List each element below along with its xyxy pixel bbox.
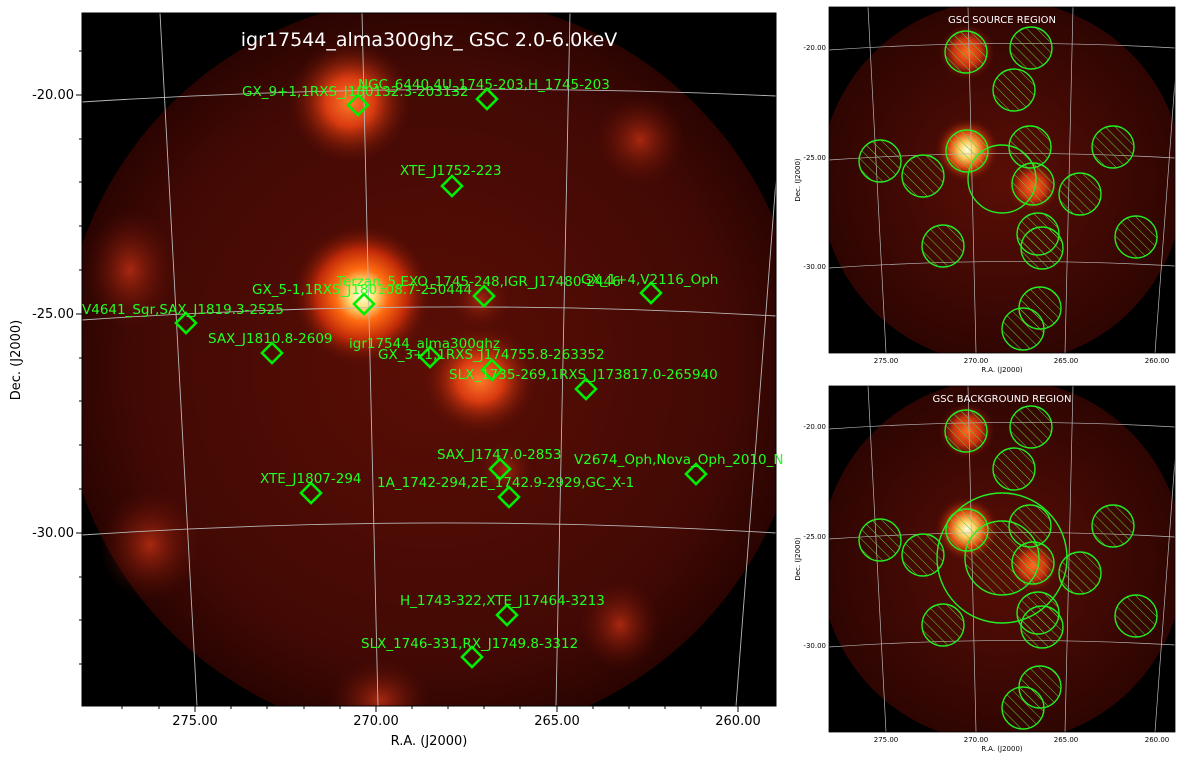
source-marker[interactable] — [346, 93, 370, 117]
x-tick-label: 260.00 — [715, 714, 761, 729]
source-label: H_1743-322,XTE_J17464-3213 — [400, 593, 605, 609]
source-label: XTE_J1807-294 — [260, 471, 362, 487]
background-region-panel: -20.00 -25.00 -30.00 275.00 270.00 265.0… — [794, 385, 1176, 753]
x-axis-label: R.A. (J2000) — [981, 366, 1023, 374]
region-circle[interactable] — [944, 30, 988, 74]
region-circle[interactable] — [1020, 226, 1064, 270]
source-marker[interactable] — [684, 462, 708, 486]
source-label: V4641_Sgr,SAX_J1819.3-2525 — [82, 302, 284, 318]
source-marker[interactable] — [488, 457, 512, 481]
region-circle[interactable] — [901, 533, 945, 577]
y-tick-label: -20.00 — [32, 88, 74, 103]
source-marker[interactable] — [480, 358, 504, 382]
region-circle[interactable] — [945, 129, 989, 173]
y-tick-label: -20.00 — [803, 423, 826, 431]
region-circle[interactable] — [1114, 215, 1158, 259]
region-circle[interactable] — [945, 508, 989, 552]
region-circle[interactable] — [1008, 504, 1052, 548]
source-label: GX_3+1,1RXS_J174755.8-263352 — [378, 347, 605, 363]
y-tick-label: -30.00 — [803, 263, 826, 271]
y-axis-label: Dec. (J2000) — [794, 158, 802, 202]
source-extraction-circle[interactable] — [967, 144, 1037, 214]
source-label: GX_5-1,1RXS_J180108.7-250444 — [252, 282, 472, 298]
x-tick-label: 270.00 — [964, 357, 989, 365]
source-marker[interactable] — [472, 284, 496, 308]
region-circle[interactable] — [1011, 541, 1055, 585]
source-marker[interactable] — [440, 174, 464, 198]
region-circle[interactable] — [1001, 307, 1045, 351]
x-tick-label: 275.00 — [874, 736, 899, 744]
region-circle[interactable] — [901, 154, 945, 198]
source-label: Terzan_5,EXO_1745-248,IGR_J17480-2446 — [336, 274, 621, 290]
source-marker[interactable] — [460, 645, 484, 669]
region-circle[interactable] — [858, 139, 902, 183]
y-axis-label: Dec. (J2000) — [9, 320, 24, 400]
y-tick-label: -25.00 — [32, 307, 74, 322]
source-label: V2674_Oph,Nova_Oph_2010_N — [574, 452, 783, 468]
region-circle[interactable] — [992, 447, 1036, 491]
source-marker[interactable] — [574, 377, 598, 401]
region-circle[interactable] — [1011, 162, 1055, 206]
region-circle[interactable] — [921, 603, 965, 647]
x-tick-label: 265.00 — [534, 714, 580, 729]
x-axis-label: R.A. (J2000) — [981, 745, 1023, 753]
region-circle[interactable] — [1091, 504, 1135, 548]
source-marker[interactable] — [260, 341, 284, 365]
x-axis-label: R.A. (J2000) — [391, 734, 468, 749]
region-circle[interactable] — [1114, 594, 1158, 638]
source-marker[interactable] — [639, 281, 663, 305]
y-tick-label: -30.00 — [32, 526, 74, 541]
x-tick-label: 260.00 — [1145, 736, 1170, 744]
source-marker[interactable] — [497, 485, 521, 509]
y-tick-label: -30.00 — [803, 642, 826, 650]
source-region-panel: -20.00 -25.00 -30.00 275.00 270.00 265.0… — [794, 6, 1176, 374]
panel-title: GSC BACKGROUND REGION — [933, 394, 1072, 405]
source-label: SAX_J1747.0-2853 — [437, 447, 562, 463]
source-label: 1A_1742-294,2E_1742.9-2929,GC_X-1 — [377, 475, 634, 491]
source-label: SLX_1735-269,1RXS_J173817.0-265940 — [449, 367, 718, 383]
panel-title: GSC SOURCE REGION — [948, 15, 1056, 26]
y-tick-label: -25.00 — [803, 533, 826, 541]
region-circle[interactable] — [1020, 605, 1064, 649]
region-circle[interactable] — [1091, 125, 1135, 169]
source-marker[interactable] — [174, 311, 198, 335]
region-circle[interactable] — [921, 224, 965, 268]
x-tick-label: 260.00 — [1145, 357, 1170, 365]
source-label: SLX_1746-331,RX_J1749.8-3312 — [361, 636, 578, 652]
source-label: NGC_6440,4U_1745-203,H_1745-203 — [358, 77, 610, 93]
x-tick-label: 270.00 — [964, 736, 989, 744]
source-marker[interactable] — [495, 603, 519, 627]
source-marker[interactable] — [299, 481, 323, 505]
source-label: GX_1+4,V2116_Oph — [581, 272, 718, 288]
x-tick-label: 265.00 — [1054, 357, 1079, 365]
region-circle[interactable] — [858, 518, 902, 562]
region-circle[interactable] — [1009, 405, 1053, 449]
x-tick-label: 270.00 — [353, 714, 399, 729]
x-tick-label: 265.00 — [1054, 736, 1079, 744]
y-tick-label: -25.00 — [803, 154, 826, 162]
y-tick-label: -20.00 — [803, 44, 826, 52]
source-marker[interactable] — [352, 292, 376, 316]
x-tick-label: 275.00 — [172, 714, 218, 729]
source-marker[interactable] — [475, 87, 499, 111]
main-title: igr17544_alma300ghz_ GSC 2.0-6.0keV — [241, 29, 617, 51]
x-tick-label: 275.00 — [874, 357, 899, 365]
source-label: igr17544_alma300ghz — [349, 336, 500, 352]
source-label: SAX_J1810.8-2609 — [208, 331, 333, 347]
source-label: XTE_J1752-223 — [400, 163, 502, 179]
region-circle[interactable] — [992, 68, 1036, 112]
main-sky-image: -20.00 -25.00 -30.00 275.00 270.00 265.0… — [9, 12, 783, 749]
region-circle[interactable] — [1001, 686, 1045, 730]
region-circle[interactable] — [1009, 26, 1053, 70]
region-circle[interactable] — [1058, 551, 1102, 595]
region-circle[interactable] — [1058, 172, 1102, 216]
source-marker[interactable] — [418, 345, 442, 369]
source-label: GX_9+1,1RXS_J180132.3-203132 — [242, 84, 469, 100]
y-axis-label: Dec. (J2000) — [794, 537, 802, 581]
region-circle[interactable] — [944, 409, 988, 453]
